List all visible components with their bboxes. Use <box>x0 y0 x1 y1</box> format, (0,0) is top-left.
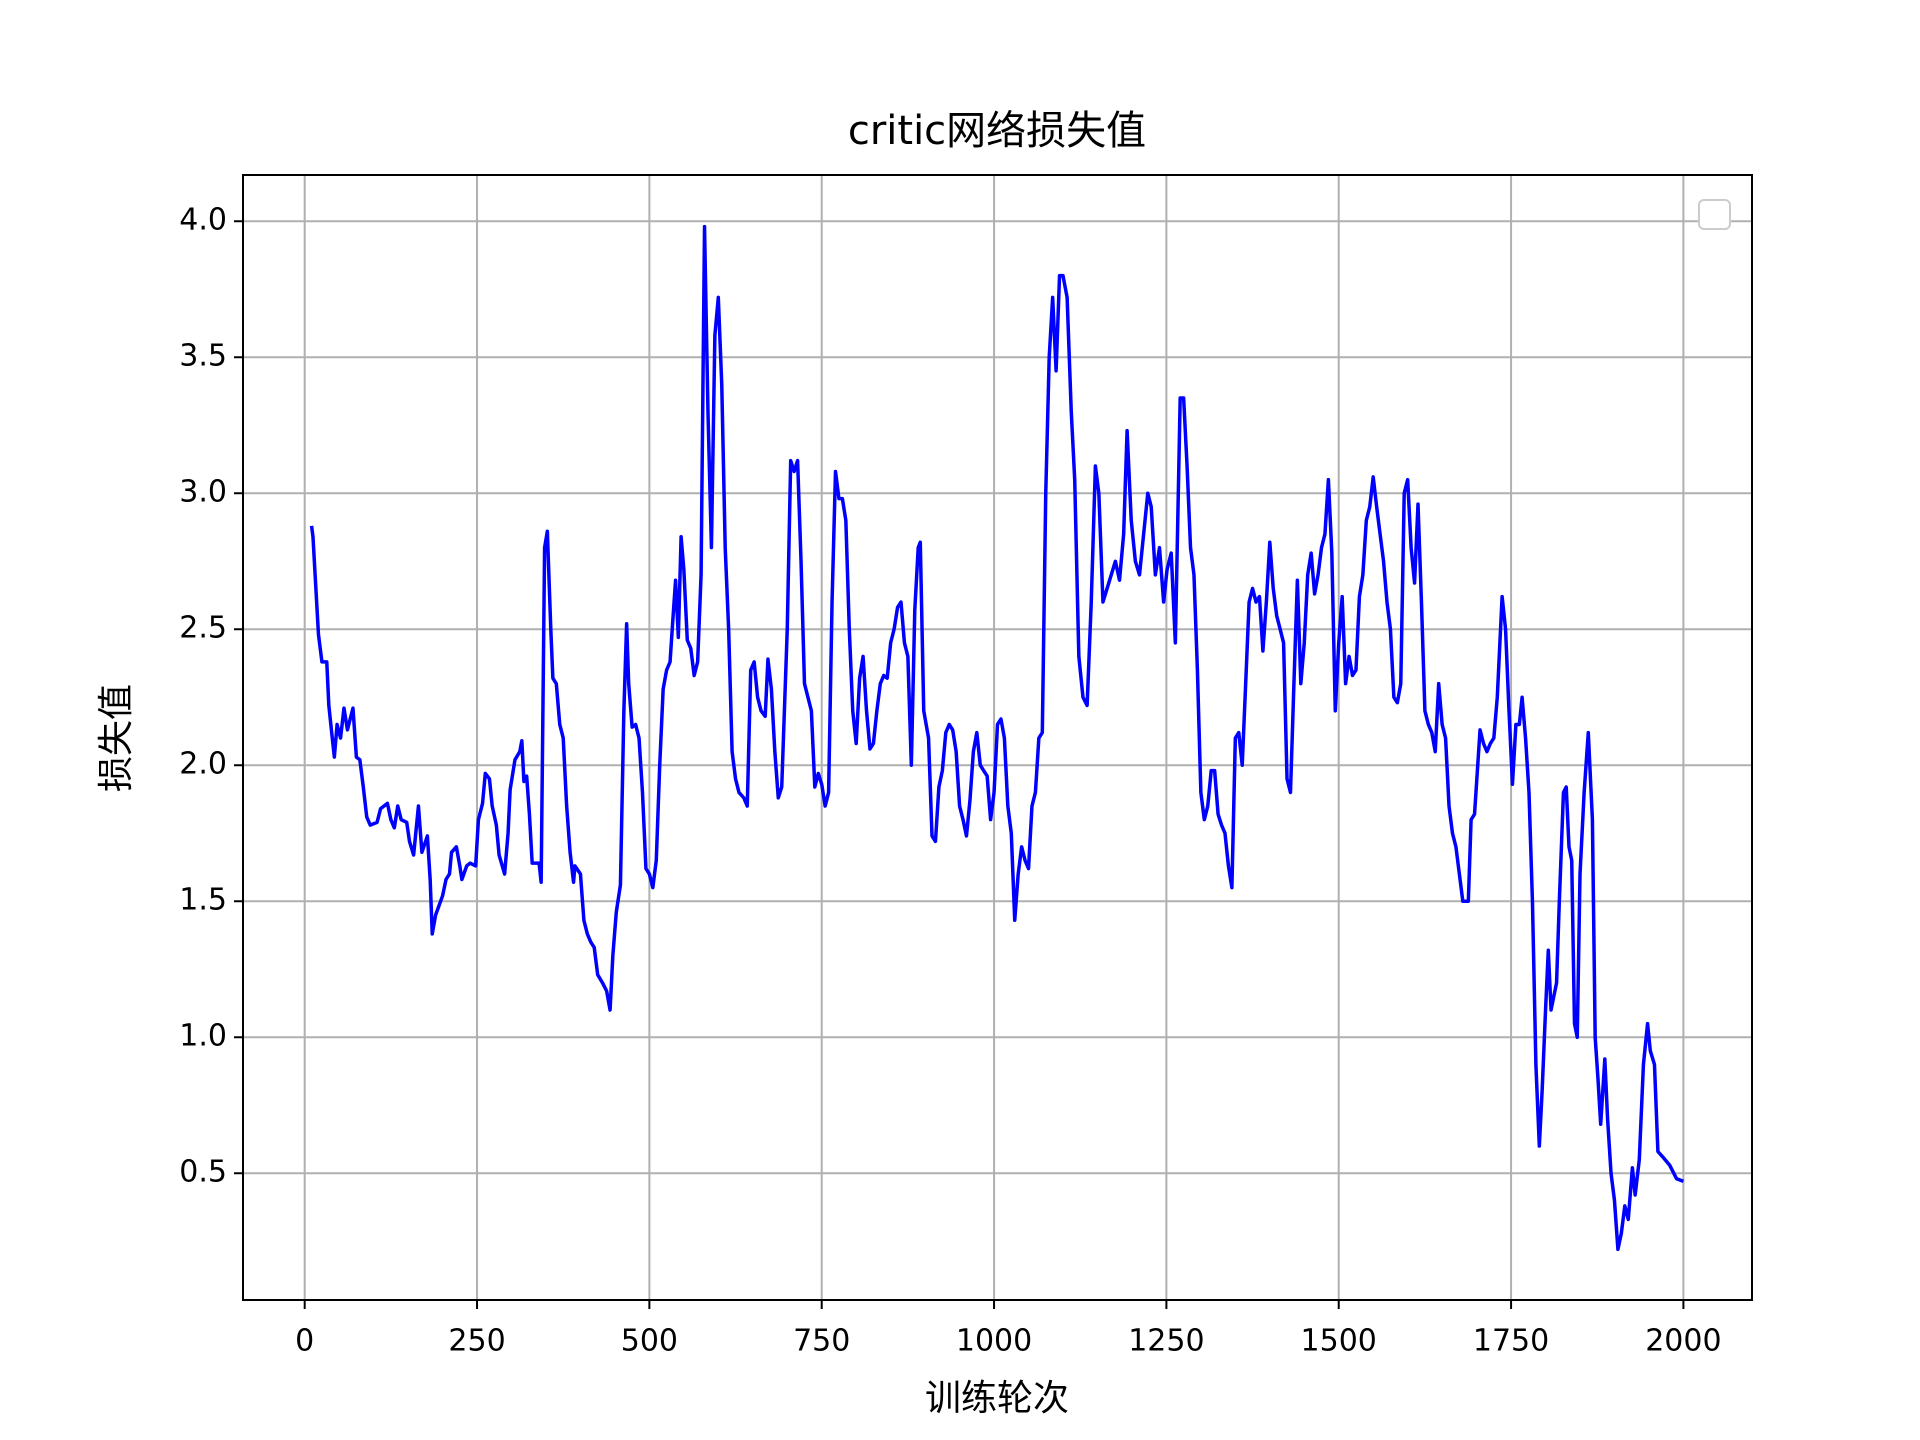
data-line <box>309 224 1685 1252</box>
y-tick-label: 2.5 <box>179 611 227 646</box>
x-tick-label: 1500 <box>1301 1324 1377 1359</box>
plot-area <box>309 224 1685 1252</box>
x-tick-label: 1000 <box>956 1324 1032 1359</box>
y-tick-label: 1.0 <box>179 1019 227 1054</box>
x-tick-label: 0 <box>295 1324 314 1359</box>
axes-frame <box>242 174 1753 1301</box>
legend <box>1698 199 1731 230</box>
y-tick-label: 1.5 <box>179 883 227 918</box>
y-tick-label: 0.5 <box>179 1155 227 1190</box>
y-tick-label: 4.0 <box>179 203 227 238</box>
x-tick-label: 2000 <box>1645 1324 1721 1359</box>
x-tick-label: 750 <box>793 1324 850 1359</box>
y-tick-label: 3.0 <box>179 475 227 510</box>
x-tick-label: 1750 <box>1473 1324 1549 1359</box>
x-tick-label: 1250 <box>1128 1324 1204 1359</box>
x-tick-label: 250 <box>448 1324 505 1359</box>
chart-title: critic网络损失值 <box>848 108 1146 154</box>
y-axis-label: 损失值 <box>96 684 137 792</box>
x-axis-label: 训练轮次 <box>925 1378 1069 1419</box>
y-tick-label: 3.5 <box>179 339 227 374</box>
y-tick-label: 2.0 <box>179 747 227 782</box>
x-tick-label: 500 <box>621 1324 678 1359</box>
